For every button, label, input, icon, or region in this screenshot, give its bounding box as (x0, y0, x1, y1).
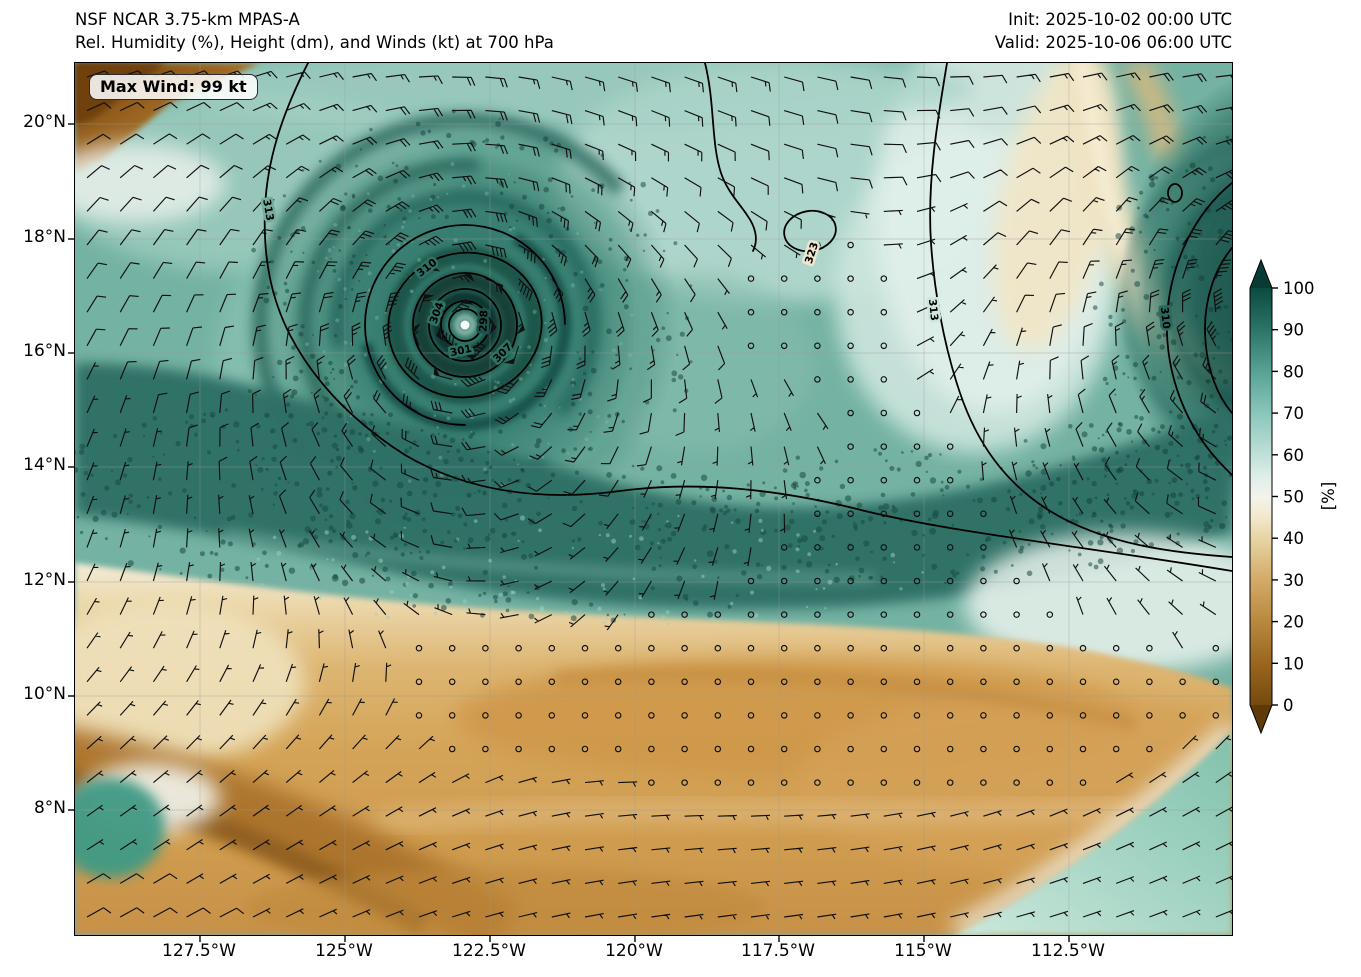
x-tick-label: 115°W (868, 941, 978, 961)
colorbar-tick-label: 100 (1283, 279, 1315, 298)
y-tick-label: 16°N (0, 341, 66, 361)
y-tick-label: 18°N (0, 227, 66, 247)
contour-label: 313 (926, 298, 940, 321)
max-wind-label: Max Wind: 99 kt (100, 77, 247, 96)
humidity-field: 313310304298301307323313310 (7, 13, 1361, 948)
x-tick-label: 122.5°W (434, 941, 544, 961)
colorbar-tick-label: 0 (1283, 696, 1294, 715)
colorbar-tick-label: 50 (1283, 488, 1304, 507)
y-tick-label: 12°N (0, 570, 66, 590)
x-tick-label: 127.5°W (144, 941, 254, 961)
colorbar-unit-label: [%] (1319, 482, 1338, 511)
x-tick-label: 120°W (579, 941, 689, 961)
y-tick-label: 8°N (0, 798, 66, 818)
colorbar-tick-label: 80 (1283, 362, 1304, 381)
x-tick-label: 125°W (289, 941, 399, 961)
x-tick-label: 112.5°W (1013, 941, 1123, 961)
init-time: Init: 2025-10-02 00:00 UTC (995, 8, 1232, 31)
contour-label: 310 (1158, 306, 1172, 329)
map-panel: 313310304298301307323313310 Max Wind: 99… (74, 62, 1233, 936)
y-tick-label: 20°N (0, 112, 66, 132)
contour-label: 298 (477, 310, 490, 333)
colorbar: 0 10 20 30 40 50 60 70 80 90 100 [%] (1248, 254, 1360, 784)
map-canvas: 313310304298301307323313310 (75, 63, 1232, 935)
colorbar-tick-label: 40 (1283, 529, 1304, 548)
title-block: NSF NCAR 3.75-km MPAS-A Rel. Humidity (%… (75, 8, 554, 54)
valid-time: Valid: 2025-10-06 06:00 UTC (995, 31, 1232, 54)
plot-subtitle: Rel. Humidity (%), Height (dm), and Wind… (75, 31, 554, 54)
colorbar-tick-label: 60 (1283, 446, 1304, 465)
model-title: NSF NCAR 3.75-km MPAS-A (75, 8, 554, 31)
y-tick-label: 14°N (0, 455, 66, 475)
max-wind-badge: Max Wind: 99 kt (89, 74, 258, 100)
hurricane-eye (461, 321, 470, 330)
x-tick-label: 117.5°W (723, 941, 833, 961)
colorbar-tick-label: 20 (1283, 613, 1304, 632)
y-tick-label: 10°N (0, 684, 66, 704)
colorbar-tick-label: 10 (1283, 654, 1304, 673)
weather-model-plot-page: NSF NCAR 3.75-km MPAS-A Rel. Humidity (%… (0, 0, 1361, 977)
colorbar-tick-label: 90 (1283, 321, 1304, 340)
colorbar-tick-label: 70 (1283, 404, 1304, 423)
time-block: Init: 2025-10-02 00:00 UTC Valid: 2025-1… (995, 8, 1232, 54)
colorbar-tick-label: 30 (1283, 571, 1304, 590)
